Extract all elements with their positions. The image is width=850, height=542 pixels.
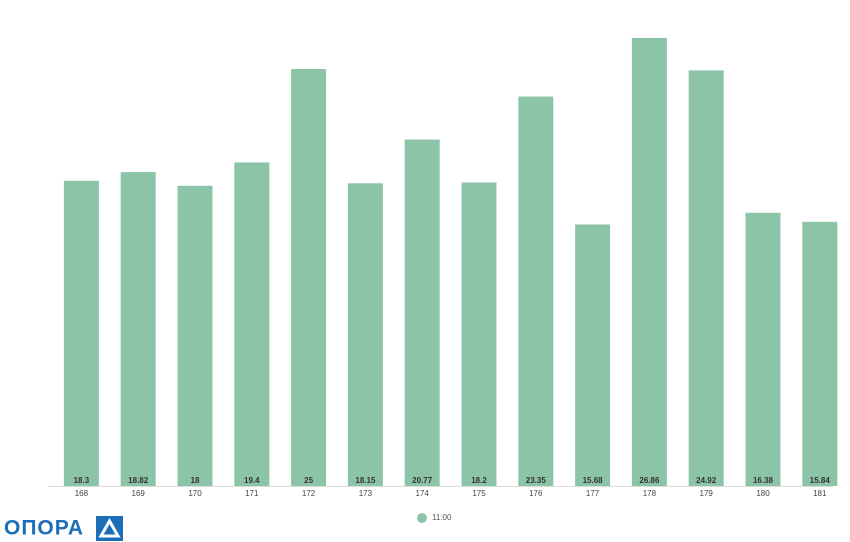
value-label: 24.92 (696, 476, 717, 485)
value-label: 20.77 (412, 476, 433, 485)
value-label: 19.4 (244, 476, 260, 485)
bar (461, 182, 497, 487)
value-label: 26.86 (639, 476, 660, 485)
bar (404, 139, 440, 487)
x-tick-label: 178 (643, 489, 657, 498)
bar (347, 183, 383, 486)
value-label: 15.68 (583, 476, 604, 485)
value-label: 18 (191, 476, 200, 485)
logo-icon (96, 516, 123, 541)
logo-text: ОПОРА (4, 517, 84, 540)
value-label: 23.35 (526, 476, 547, 485)
x-tick-label: 173 (359, 489, 373, 498)
bar (234, 162, 270, 487)
bar (688, 70, 724, 486)
bar (291, 69, 327, 487)
x-tick-label: 177 (586, 489, 600, 498)
bar (575, 224, 611, 486)
value-label: 18.15 (355, 476, 376, 485)
x-tick-label: 175 (472, 489, 486, 498)
x-tick-label: 171 (245, 489, 259, 498)
bar (63, 180, 99, 487)
x-tick-label: 169 (132, 489, 146, 498)
value-label: 16.38 (753, 476, 774, 485)
bar (120, 172, 156, 486)
value-label: 18.3 (74, 476, 90, 485)
legend-label: 11:00 (432, 513, 452, 522)
x-tick-label: 180 (756, 489, 770, 498)
x-tick-label: 172 (302, 489, 316, 498)
bar (802, 221, 838, 487)
x-tick-label: 168 (75, 489, 89, 498)
bar (631, 38, 667, 486)
value-label: 25 (304, 476, 313, 485)
value-label: 15.84 (810, 476, 831, 485)
x-tick-label: 170 (188, 489, 202, 498)
x-tick-label: 179 (700, 489, 714, 498)
x-tick-label: 176 (529, 489, 543, 498)
x-tick-label: 174 (416, 489, 430, 498)
bar (745, 212, 781, 486)
bar (177, 185, 213, 487)
value-label: 18.2 (471, 476, 487, 485)
value-label: 18.82 (128, 476, 149, 485)
legend-marker (417, 513, 427, 523)
bar (518, 96, 554, 487)
x-tick-label: 181 (813, 489, 827, 498)
